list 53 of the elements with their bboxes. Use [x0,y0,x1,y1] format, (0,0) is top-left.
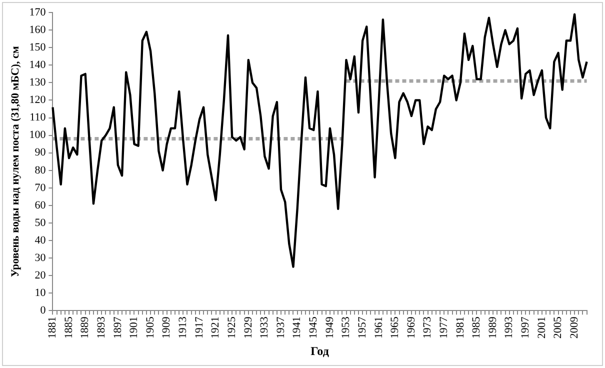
x-tick-label: 1881 [46,316,59,339]
y-tick-label: 110 [30,112,46,124]
y-tick-label: 20 [34,269,46,282]
x-tick-label: 1925 [226,316,238,339]
x-tick-label: 1973 [422,316,434,339]
y-tick-label: 170 [29,6,46,18]
y-tick-label: 120 [29,94,46,106]
y-axis-title: Уровень воды над нулем поста (31,80 мБС), см [9,46,22,278]
x-axis-title: Год [310,344,329,358]
x-tick-label: 1909 [160,316,173,339]
y-tick-label: 150 [29,42,46,54]
x-tick-label: 1929 [242,316,254,339]
y-tick-label: 130 [29,76,46,89]
x-tick-label: 1985 [470,316,483,339]
x-tick-label: 1921 [210,316,222,339]
x-tick-label: 1997 [520,316,532,339]
y-tick-label: 0 [40,304,46,316]
x-tick-label: 1989 [486,316,499,339]
y-tick-label: 30 [34,252,46,264]
y-tick-label: 90 [34,146,46,159]
y-tick-label: 100 [29,129,46,142]
x-tick-label: 1941 [291,316,304,339]
y-tick-label: 140 [29,59,46,72]
x-tick-label: 2009 [568,316,580,339]
x-tick-label: 1977 [438,316,450,339]
x-tick-label: 1981 [454,316,466,339]
x-tick-label: 1893 [96,316,108,339]
x-tick-label: 1993 [503,316,516,339]
x-tick-label: 1897 [112,316,124,339]
y-tick-label: 40 [34,234,46,246]
x-tick-label: 1949 [324,316,336,339]
x-tick-label: 1889 [79,316,92,339]
y-tick-label: 50 [34,216,46,229]
x-tick-label: 1901 [128,316,140,339]
x-tick-label: 2001 [536,316,548,339]
x-tick-label: 1905 [144,316,156,339]
y-tick-label: 10 [34,286,46,299]
x-tick-label: 1937 [274,316,287,339]
x-tick-label: 1953 [340,316,352,339]
y-tick-label: 70 [34,182,46,194]
y-tick-label: 160 [29,24,46,36]
x-tick-label: 1945 [308,316,320,339]
x-tick-label: 2005 [552,316,564,339]
y-tick-label: 80 [34,164,46,176]
x-tick-label: 1917 [193,316,206,339]
x-tick-label: 1957 [356,316,368,339]
x-tick-label: 1969 [405,316,418,339]
x-tick-label: 1965 [389,316,402,339]
y-tick-label: 60 [34,199,46,212]
x-tick-label: 1961 [372,316,385,339]
x-tick-label: 1885 [62,316,75,339]
x-tick-label: 1913 [177,316,190,339]
x-tick-label: 1933 [258,316,271,339]
